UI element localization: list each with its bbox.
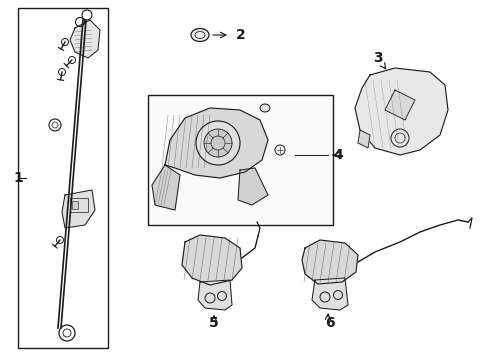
Polygon shape <box>302 240 358 284</box>
Polygon shape <box>238 168 268 205</box>
Polygon shape <box>70 20 100 58</box>
Text: 5: 5 <box>209 316 219 330</box>
Ellipse shape <box>204 129 232 157</box>
Polygon shape <box>62 190 95 228</box>
Ellipse shape <box>191 28 209 41</box>
Text: 6: 6 <box>325 316 335 330</box>
Text: 2: 2 <box>236 28 246 42</box>
Ellipse shape <box>260 104 270 112</box>
Polygon shape <box>355 68 448 155</box>
Text: 1: 1 <box>13 171 23 185</box>
Bar <box>18 8 108 348</box>
Bar <box>72 201 78 209</box>
Text: 3: 3 <box>373 51 383 65</box>
Polygon shape <box>312 278 348 310</box>
Polygon shape <box>152 165 180 210</box>
Polygon shape <box>358 130 370 148</box>
Ellipse shape <box>196 121 240 165</box>
Bar <box>70 198 88 212</box>
Polygon shape <box>198 280 232 310</box>
Bar <box>148 95 333 225</box>
Polygon shape <box>165 108 268 178</box>
Polygon shape <box>182 235 242 285</box>
Polygon shape <box>385 90 415 120</box>
Text: 4: 4 <box>333 148 343 162</box>
